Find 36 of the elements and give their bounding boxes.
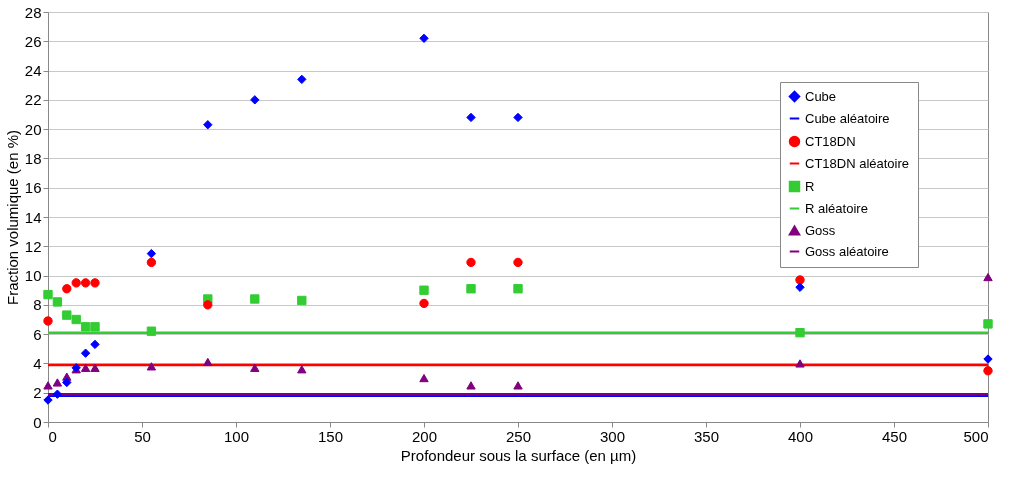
legend-label: Goss aléatoire	[805, 243, 889, 259]
legend-label: Cube	[805, 88, 837, 104]
y-tick-label: 26	[24, 32, 42, 50]
legend-label: Cube aléatoire	[805, 110, 890, 126]
x-tick-label: 100	[223, 427, 250, 445]
y-tick-label: 18	[24, 149, 42, 167]
legend-label: CT18DN aléatoire	[805, 155, 910, 171]
x-tick-label: 150	[317, 427, 344, 445]
y-tick-label: 8	[33, 296, 42, 314]
x-tick-label: 450	[881, 427, 908, 445]
x-tick-label: 0	[48, 427, 57, 445]
legend-label: R aléatoire	[805, 200, 868, 216]
legend-label: R	[805, 178, 815, 194]
y-tick-label: 12	[24, 237, 42, 255]
y-axis-title: Fraction volumique (en %)	[3, 129, 21, 306]
x-tick-label: 50	[134, 427, 151, 445]
x-tick-label: 350	[693, 427, 720, 445]
x-tick-label: 250	[505, 427, 532, 445]
x-tick-label: 200	[411, 427, 438, 445]
x-axis-title: Profondeur sous la surface (en µm)	[400, 446, 637, 464]
x-tick-label: 500	[963, 427, 989, 445]
y-tick-label: 16	[24, 179, 42, 197]
y-tick-label: 4	[33, 354, 42, 372]
y-tick-label: 24	[24, 62, 42, 80]
y-tick-label: 20	[24, 120, 42, 138]
legend-label: Goss	[805, 222, 836, 238]
y-tick-label: 10	[24, 267, 42, 285]
y-tick-label: 0	[33, 413, 42, 431]
y-tick-label: 22	[24, 91, 42, 109]
y-tick-label: 6	[33, 325, 42, 343]
x-tick-label: 300	[599, 427, 626, 445]
x-tick-label: 400	[787, 427, 814, 445]
y-tick-label: 14	[24, 208, 42, 226]
y-tick-label: 2	[33, 384, 42, 402]
legend-label: CT18DN	[805, 133, 856, 149]
y-tick-label: 28	[24, 3, 42, 21]
